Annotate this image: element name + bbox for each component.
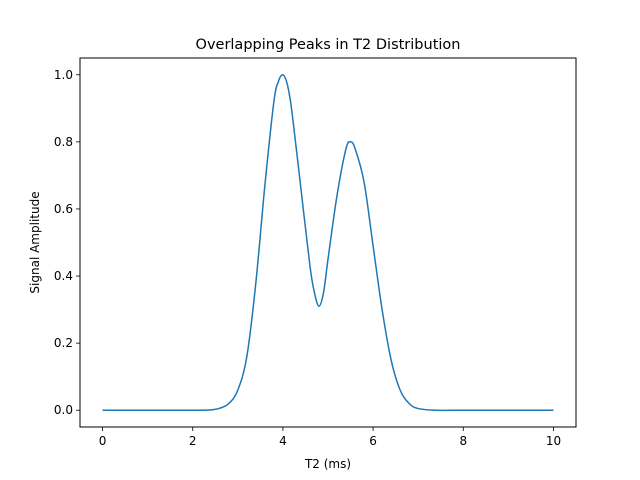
y-tick-label: 0.2 (54, 336, 73, 350)
plot-area (79, 57, 577, 428)
axes-frame (79, 57, 577, 428)
y-tick-label: 1.0 (54, 68, 73, 82)
x-tick-label: 6 (369, 434, 377, 448)
y-tick-label: 0.6 (54, 202, 73, 216)
x-tick-label: 0 (99, 434, 107, 448)
x-axis-ticks: 0 2 4 6 8 10 (99, 427, 561, 448)
series-line (102, 73, 554, 412)
x-tick-label: 4 (279, 434, 287, 448)
x-tick-label: 2 (189, 434, 197, 448)
x-tick-label: 10 (546, 434, 561, 448)
x-axis-label: T2 (ms) (304, 457, 351, 471)
y-tick-label: 0.0 (54, 403, 73, 417)
x-tick-label: 8 (459, 434, 467, 448)
chart-title: Overlapping Peaks in T2 Distribution (196, 37, 461, 53)
y-axis-label: Signal Amplitude (28, 191, 42, 293)
y-tick-label: 0.4 (54, 269, 73, 283)
y-tick-label: 0.8 (54, 135, 73, 149)
y-axis-ticks: 0.0 0.2 0.4 0.6 0.8 1.0 (54, 68, 80, 417)
